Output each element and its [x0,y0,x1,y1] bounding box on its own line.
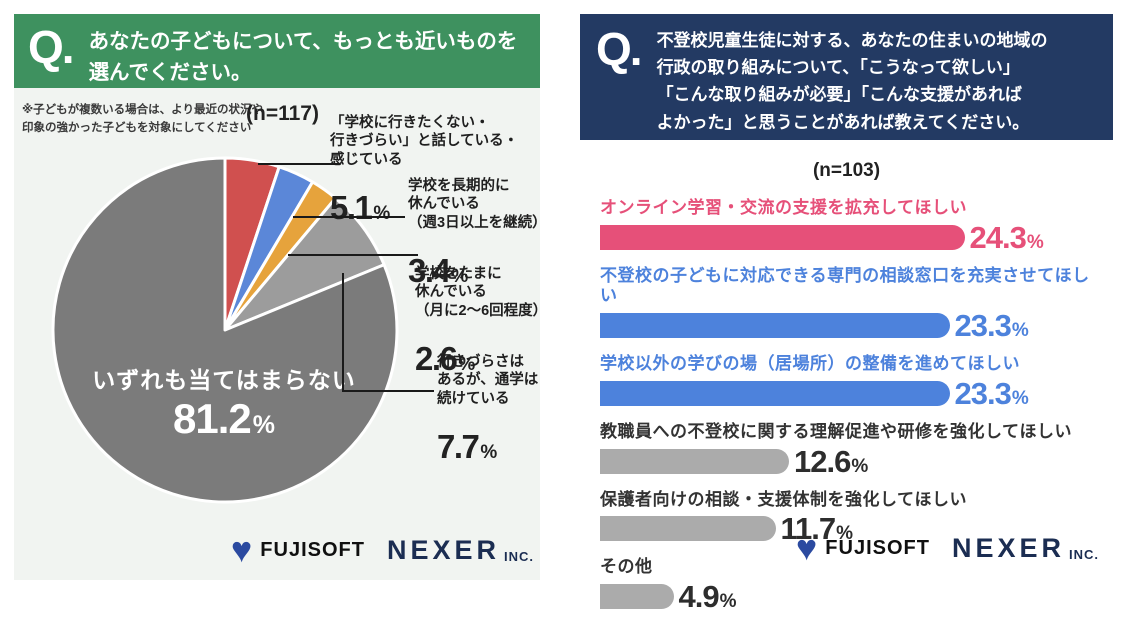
bar [600,380,950,406]
bar-chart: オンライン学習・交流の支援を拡充してほしい 24.3% 不登校の子どもに対応できる専… [600,198,1105,625]
question-q-mark: Q. [28,21,75,73]
bar-line: 4.9% [600,581,1105,612]
bar-value: 24.3% [969,219,1044,255]
pie-callout-label: 学校をたまに 休んでいる （月に2〜6回程度） [415,265,548,319]
pie-callout-value: 5.1% [330,188,391,226]
leader-line [288,254,418,256]
bar-line: 12.6% [600,446,1105,477]
bar-label: オンライン学習・交流の支援を拡充してほしい [600,198,967,217]
bar-line: 23.3% [600,310,1105,341]
bar-value: 11.7% [780,511,854,547]
question-title: あなたの子どもについて、もっとも近いものを 選んでください。 [88,30,518,84]
bar-label: 不登校の子どもに対応できる専門の相談窓口を充実させてほしい [600,265,1090,306]
bar-value: 23.3% [954,375,1029,411]
leader-line [342,273,434,392]
question-header-left: Q. あなたの子どもについて、もっとも近いものを 選んでください。 [14,14,540,88]
pie-callout: 学校を長期的に 休んでいる （週3日以上を継続） 3.4% [408,158,547,308]
bar-line: 23.3% [600,378,1105,409]
bar-value: 12.6% [794,443,869,479]
question-header-right: Q. 不登校児童生徒に対する、あなたの住まいの地域の 行政の取り組みについて、「… [580,14,1113,140]
bar [600,224,965,250]
bar-line: 11.7% [600,513,1105,544]
fujisoft-logo-text: FUJISOFT [260,538,365,561]
fujisoft-heart-icon: ♥ [795,527,818,568]
bar-label: 学校以外の学びの場（居場所）の整備を進めてほしい [600,354,1020,374]
sample-size: (n=117) [246,102,319,125]
pie-callout-label: 学校を長期的に 休んでいる （週3日以上を継続） [408,177,547,231]
bar [600,313,950,339]
bar-row: 保護者向けの相談・支援体制を強化してほしい 11.7% [600,489,1105,544]
pie-callout-value: 3.4% [408,251,469,289]
sample-size: (n=103) [812,160,881,181]
survey-note: ※子どもが複数いる場合は、より最近の状況や 印象の強かった子どもを対象にしてくだ… [22,104,263,134]
bar-line: 24.3% [600,222,1105,253]
pie-callout: 行きづらさは あるが、通学は 続けている 7.7% [437,334,538,484]
pie-center-label: いずれも当てはまらない 81.2% [69,361,379,443]
question-q-mark: Q. [596,23,643,75]
pie-chart [51,156,399,504]
bar-label: 教職員への不登校に関する理解促進や研修を強化してほしい [600,421,1072,441]
pie-chart-panel: Q. あなたの子どもについて、もっとも近いものを 選んでください。 ※子どもが複… [14,14,548,580]
pie-callout: 学校をたまに 休んでいる （月に2〜6回程度） 2.6% [415,246,548,396]
bar-value: 4.9% [678,579,737,615]
nexer-logo-text: NEXER [951,532,1065,563]
bar-row: オンライン学習・交流の支援を拡充してほしい 24.3% [600,198,1105,253]
bar [600,448,789,474]
bar-value: 23.3% [954,308,1029,344]
fujisoft-heart-icon: ♥ [230,529,253,570]
pie-center-value: 81.2% [173,395,275,442]
pie-slice [51,156,399,504]
bar [600,584,674,610]
bar-chart-panel: Q. 不登校児童生徒に対する、あなたの住まいの地域の 行政の取り組みについて、「… [580,14,1113,612]
pie-center-category: いずれも当てはまらない [92,367,356,393]
bar-row: 教職員への不登校に関する理解促進や研修を強化してほしい 12.6% [600,422,1105,477]
leader-line [258,163,340,165]
pie-callout-value: 2.6% [415,339,476,377]
fujisoft-logo-text: FUJISOFT [825,536,930,559]
nexer-inc-text: INC. [1069,547,1099,562]
nexer-logo-text: NEXER [386,534,500,565]
bar-row: 学校以外の学びの場（居場所）の整備を進めてほしい 23.3% [600,354,1105,409]
logo-row: ♥ FUJISOFT NEXER INC. [796,530,1099,566]
pie-callout-value: 7.7% [437,427,498,465]
bar-label: 保護者向けの相談・支援体制を強化してほしい [600,489,967,509]
pie-callout-label: 行きづらさは あるが、通学は 続けている [437,353,539,407]
bar-label: その他 [600,557,653,577]
leader-line [293,216,405,218]
nexer-inc-text: INC. [504,549,534,564]
infographic-canvas: { "percent_sign": "%", "left_panel": { "… [14,14,1113,613]
bar [600,516,776,542]
bar-row: 不登校の子どもに対応できる専門の相談窓口を充実させてほしい 23.3% [600,266,1105,341]
pie-callout-label: 「学校に行きたくない・ 行きづらい」と話している・ 感じている [330,114,519,168]
logo-row: ♥ FUJISOFT NEXER INC. [231,532,534,568]
question-title: 不登校児童生徒に対する、あなたの住まいの地域の 行政の取り組みについて、「こうな… [656,31,1048,132]
pie-callout: 「学校に行きたくない・ 行きづらい」と話している・ 感じている 5.1% [330,95,518,245]
